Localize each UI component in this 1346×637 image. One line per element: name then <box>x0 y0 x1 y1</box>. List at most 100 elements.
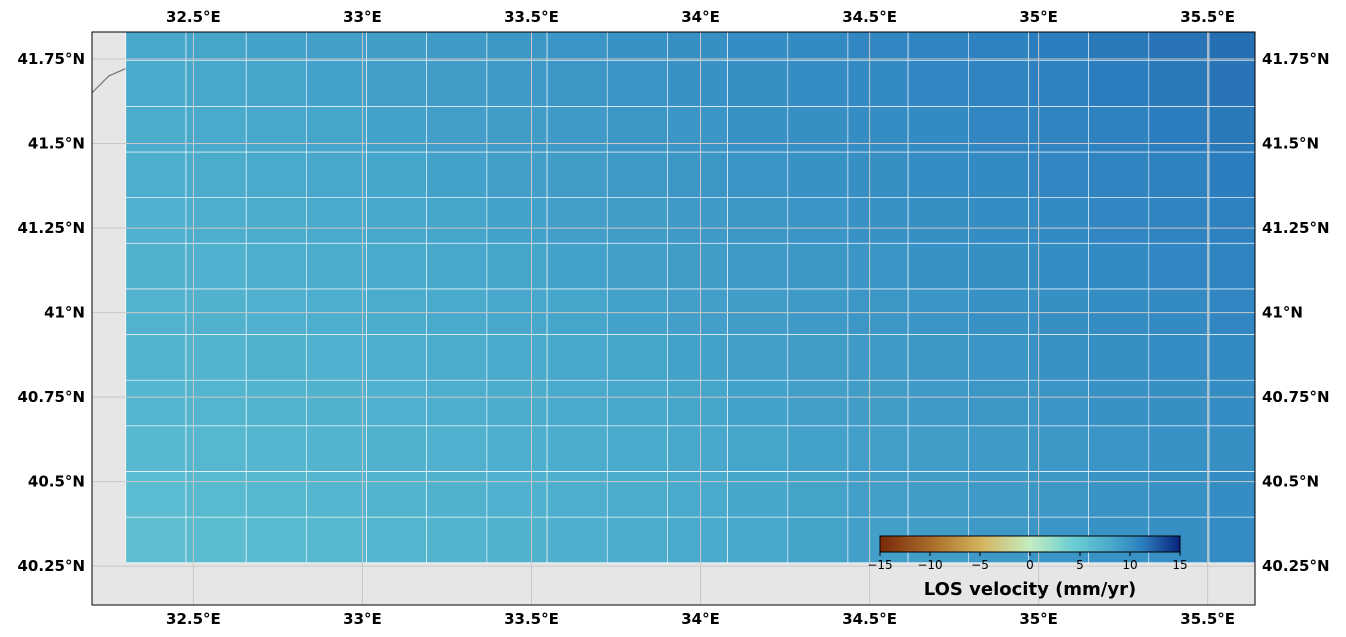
velocity-cell <box>787 32 849 61</box>
velocity-cell <box>847 197 909 244</box>
velocity-cell <box>486 243 548 290</box>
velocity-cell <box>847 32 909 61</box>
lon-label-top: 35°E <box>1019 8 1058 26</box>
velocity-cell <box>245 379 307 427</box>
velocity-cell <box>366 151 428 198</box>
velocity-cell <box>606 288 668 335</box>
velocity-cell <box>305 197 367 244</box>
lat-label-left: 41.25°N <box>18 219 86 237</box>
velocity-cell <box>486 106 548 153</box>
velocity-cell <box>606 243 668 290</box>
velocity-cell <box>245 106 307 153</box>
lat-label-left: 41.5°N <box>28 135 85 153</box>
velocity-cell <box>305 60 367 107</box>
velocity-cell <box>907 471 969 518</box>
velocity-cell <box>546 334 608 381</box>
velocity-cell <box>1148 106 1210 153</box>
velocity-cell <box>1028 60 1090 107</box>
velocity-cell <box>606 106 668 153</box>
lat-label-left: 40.75°N <box>18 388 86 406</box>
velocity-cell <box>1208 471 1255 518</box>
velocity-cell <box>245 425 307 472</box>
colorbar-tick-label: −5 <box>971 558 989 572</box>
lon-label-top: 35.5°E <box>1180 8 1235 26</box>
velocity-cell <box>486 379 548 427</box>
velocity-cell <box>185 516 247 563</box>
velocity-cell <box>546 379 608 427</box>
velocity-cell <box>1208 32 1255 61</box>
velocity-cell <box>667 425 728 472</box>
velocity-cell <box>1148 197 1210 244</box>
velocity-cell <box>546 106 608 153</box>
velocity-cell <box>606 32 668 61</box>
velocity-cell <box>1088 243 1150 290</box>
velocity-cell <box>727 471 789 518</box>
velocity-cell <box>426 471 488 518</box>
velocity-cell <box>787 425 849 472</box>
velocity-cell <box>1148 243 1210 290</box>
lat-label-right: 41.25°N <box>1262 219 1330 237</box>
lon-label-bottom: 35.5°E <box>1180 610 1235 628</box>
velocity-cell <box>366 106 428 153</box>
velocity-cell <box>967 32 1029 61</box>
velocity-cell <box>667 151 728 198</box>
velocity-cell <box>1208 288 1255 335</box>
lon-label-bottom: 33°E <box>343 610 382 628</box>
velocity-cell <box>1028 425 1090 472</box>
velocity-cell <box>727 334 789 381</box>
velocity-cell <box>967 151 1029 198</box>
lon-label-top: 34.5°E <box>842 8 897 26</box>
velocity-cell <box>125 60 187 107</box>
lon-label-bottom: 34°E <box>681 610 720 628</box>
velocity-cell <box>1088 60 1150 107</box>
lat-label-left: 40.25°N <box>18 557 86 575</box>
lat-label-right: 40.75°N <box>1262 388 1330 406</box>
velocity-cell <box>305 471 367 518</box>
velocity-cell <box>125 425 187 472</box>
velocity-cell <box>907 334 969 381</box>
lon-label-bottom: 35°E <box>1019 610 1058 628</box>
velocity-cell <box>606 425 668 472</box>
velocity-cell <box>727 288 789 335</box>
velocity-cell <box>787 106 849 153</box>
velocity-cell <box>967 60 1029 107</box>
velocity-cell <box>366 379 428 427</box>
velocity-cell <box>185 379 247 427</box>
velocity-cell <box>787 60 849 107</box>
velocity-cell <box>1028 471 1090 518</box>
velocity-cell <box>366 471 428 518</box>
velocity-cell <box>366 32 428 61</box>
lat-label-right: 40.5°N <box>1262 473 1319 491</box>
velocity-cell <box>667 471 728 518</box>
velocity-cell <box>967 334 1029 381</box>
graticule <box>92 32 1255 605</box>
velocity-cell <box>907 32 969 61</box>
colorbar-tick-label: 15 <box>1172 558 1187 572</box>
lat-label-right: 40.25°N <box>1262 557 1330 575</box>
lon-label-bottom: 34.5°E <box>842 610 897 628</box>
velocity-cell <box>727 106 789 153</box>
velocity-cell <box>847 379 909 427</box>
velocity-cell <box>606 334 668 381</box>
lon-label-top: 33.5°E <box>504 8 559 26</box>
velocity-cell <box>1028 243 1090 290</box>
velocity-cell <box>787 516 849 563</box>
velocity-cell <box>1088 379 1150 427</box>
velocity-cell <box>667 288 728 335</box>
velocity-cell <box>727 60 789 107</box>
velocity-cell <box>185 197 247 244</box>
velocity-cell <box>907 425 969 472</box>
velocity-cell <box>1148 379 1210 427</box>
velocity-cell <box>546 288 608 335</box>
velocity-cell <box>245 471 307 518</box>
velocity-cell <box>125 197 187 244</box>
velocity-cell <box>366 243 428 290</box>
velocity-cell <box>967 471 1029 518</box>
velocity-cell <box>907 60 969 107</box>
velocity-cell <box>907 288 969 335</box>
velocity-cell <box>787 288 849 335</box>
longitude-labels-top: 32.5°E 33°E 33.5°E 34°E 34.5°E 35°E 35.5°E <box>166 8 1235 26</box>
velocity-cell <box>305 425 367 472</box>
velocity-cell <box>787 471 849 518</box>
velocity-cell <box>305 243 367 290</box>
